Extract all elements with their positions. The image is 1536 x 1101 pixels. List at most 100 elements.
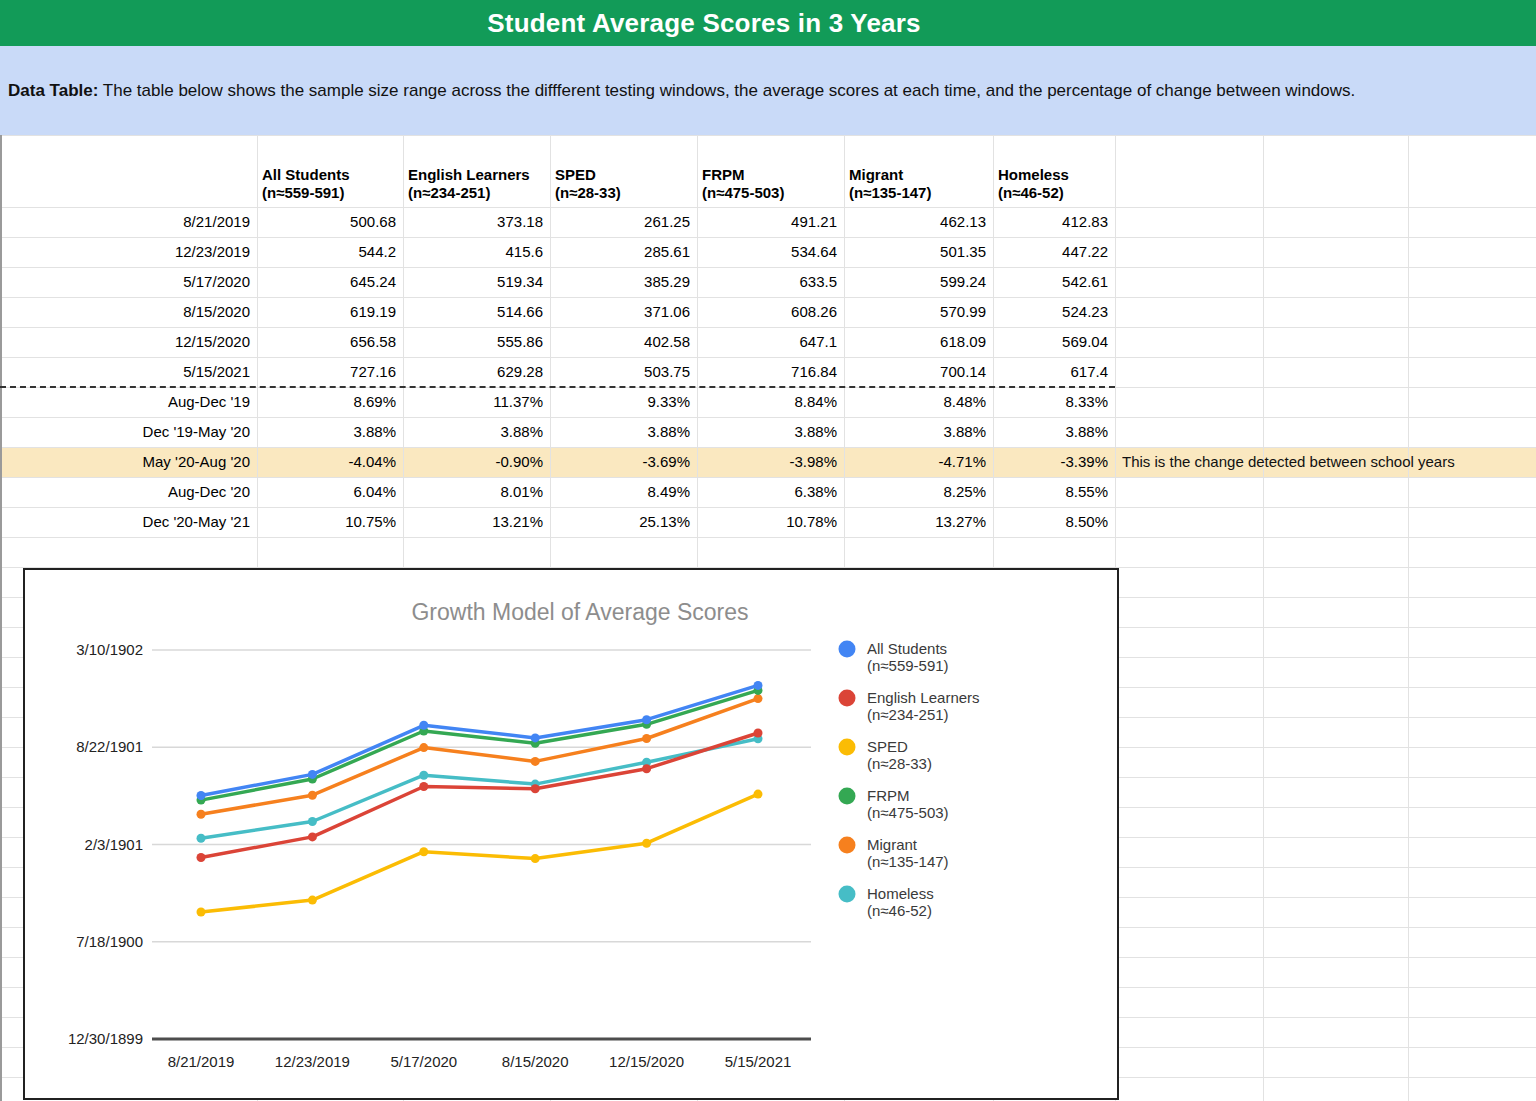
- table-cell[interactable]: 385.29: [550, 267, 697, 297]
- table-cell[interactable]: -3.69%: [550, 447, 697, 477]
- table-cell[interactable]: 519.34: [403, 267, 550, 297]
- data-point: [197, 853, 206, 862]
- table-cell[interactable]: 285.61: [550, 237, 697, 267]
- table-cell[interactable]: 8.69%: [257, 387, 403, 417]
- column-header-english-learners[interactable]: English Learners(n≈234-251): [403, 135, 550, 207]
- legend-swatch-migrant: [839, 837, 856, 854]
- table-cell[interactable]: 544.2: [257, 237, 403, 267]
- table-cell[interactable]: 412.83: [993, 207, 1115, 237]
- table-cell[interactable]: 8.84%: [697, 387, 844, 417]
- row-label[interactable]: 12/23/2019: [0, 237, 257, 267]
- legend-swatch-all-students: [839, 641, 856, 658]
- table-cell[interactable]: 8.01%: [403, 477, 550, 507]
- data-point: [754, 694, 763, 703]
- table-cell[interactable]: 9.33%: [550, 387, 697, 417]
- table-cell[interactable]: 619.19: [257, 297, 403, 327]
- x-axis-tick-label: 12/15/2020: [609, 1053, 684, 1070]
- row-label[interactable]: Dec '19-May '20: [0, 417, 257, 447]
- table-cell[interactable]: 700.14: [844, 357, 993, 387]
- table-cell[interactable]: 656.58: [257, 327, 403, 357]
- table-cell[interactable]: 415.6: [403, 237, 550, 267]
- table-cell[interactable]: -0.90%: [403, 447, 550, 477]
- table-cell[interactable]: 462.13: [844, 207, 993, 237]
- table-cell[interactable]: 25.13%: [550, 507, 697, 537]
- row-label[interactable]: 8/15/2020: [0, 297, 257, 327]
- table-cell[interactable]: 570.99: [844, 297, 993, 327]
- table-cell[interactable]: 534.64: [697, 237, 844, 267]
- table-cell[interactable]: 6.04%: [257, 477, 403, 507]
- table-cell[interactable]: 618.09: [844, 327, 993, 357]
- table-cell[interactable]: 633.5: [697, 267, 844, 297]
- table-cell[interactable]: 13.27%: [844, 507, 993, 537]
- row-label[interactable]: 5/15/2021: [0, 357, 257, 387]
- table-cell[interactable]: 6.38%: [697, 477, 844, 507]
- table-cell[interactable]: 371.06: [550, 297, 697, 327]
- table-cell[interactable]: 716.84: [697, 357, 844, 387]
- table-cell[interactable]: 569.04: [993, 327, 1115, 357]
- legend-label: FRPM: [867, 787, 910, 804]
- sheet-title-bar[interactable]: Student Average Scores in 3 Years: [0, 0, 1536, 46]
- table-cell[interactable]: 373.18: [403, 207, 550, 237]
- row-label[interactable]: 5/17/2020: [0, 267, 257, 297]
- table-cell[interactable]: 8.25%: [844, 477, 993, 507]
- description-banner[interactable]: Data Table: The table below shows the sa…: [0, 46, 1536, 135]
- table-cell[interactable]: 629.28: [403, 357, 550, 387]
- highlight-note[interactable]: This is the change detected between scho…: [1122, 447, 1536, 477]
- table-cell[interactable]: 3.88%: [550, 417, 697, 447]
- table-cell[interactable]: 3.88%: [257, 417, 403, 447]
- table-cell[interactable]: 8.48%: [844, 387, 993, 417]
- sheet-title-container: Student Average Scores in 3 Years: [0, 0, 1408, 46]
- table-cell[interactable]: -3.39%: [993, 447, 1115, 477]
- column-header-all-students[interactable]: All Students(n≈559-591): [257, 135, 403, 207]
- table-cell[interactable]: 500.68: [257, 207, 403, 237]
- table-cell[interactable]: -4.04%: [257, 447, 403, 477]
- table-cell[interactable]: 524.23: [993, 297, 1115, 327]
- table-cell[interactable]: -3.98%: [697, 447, 844, 477]
- table-cell[interactable]: 11.37%: [403, 387, 550, 417]
- table-cell[interactable]: 3.88%: [844, 417, 993, 447]
- table-cell[interactable]: 3.88%: [993, 417, 1115, 447]
- table-cell[interactable]: 3.88%: [403, 417, 550, 447]
- column-header-migrant[interactable]: Migrant(n≈135-147): [844, 135, 993, 207]
- table-cell[interactable]: 10.75%: [257, 507, 403, 537]
- column-header-homeless[interactable]: Homeless(n≈46-52): [993, 135, 1115, 207]
- table-cell[interactable]: -4.71%: [844, 447, 993, 477]
- row-label[interactable]: May '20-Aug '20: [0, 447, 257, 477]
- column-header-nrange: (n≈475-503): [702, 184, 844, 202]
- column-header-frpm[interactable]: FRPM(n≈475-503): [697, 135, 844, 207]
- table-cell[interactable]: 8.49%: [550, 477, 697, 507]
- table-cell[interactable]: 599.24: [844, 267, 993, 297]
- row-label[interactable]: 12/15/2020: [0, 327, 257, 357]
- row-label[interactable]: Dec '20-May '21: [0, 507, 257, 537]
- table-cell[interactable]: 608.26: [697, 297, 844, 327]
- table-cell[interactable]: 514.66: [403, 297, 550, 327]
- table-cell[interactable]: 647.1: [697, 327, 844, 357]
- legend-nrange: (n≈135-147): [867, 853, 949, 870]
- data-point: [197, 810, 206, 819]
- table-cell[interactable]: 727.16: [257, 357, 403, 387]
- table-cell[interactable]: 402.58: [550, 327, 697, 357]
- table-cell[interactable]: 13.21%: [403, 507, 550, 537]
- row-label[interactable]: Aug-Dec '20: [0, 477, 257, 507]
- table-cell[interactable]: 491.21: [697, 207, 844, 237]
- table-cell[interactable]: 542.61: [993, 267, 1115, 297]
- column-header-name: Homeless: [998, 166, 1115, 184]
- table-cell[interactable]: 501.35: [844, 237, 993, 267]
- table-cell[interactable]: 617.4: [993, 357, 1115, 387]
- data-point: [419, 771, 428, 780]
- data-point: [642, 839, 651, 848]
- table-cell[interactable]: 261.25: [550, 207, 697, 237]
- column-header-sped[interactable]: SPED(n≈28-33): [550, 135, 697, 207]
- row-label[interactable]: Aug-Dec '19: [0, 387, 257, 417]
- table-cell[interactable]: 645.24: [257, 267, 403, 297]
- table-cell[interactable]: 503.75: [550, 357, 697, 387]
- growth-chart[interactable]: 12/30/18997/18/19002/3/19018/22/19013/10…: [23, 568, 1119, 1100]
- table-cell[interactable]: 555.86: [403, 327, 550, 357]
- table-cell[interactable]: 8.55%: [993, 477, 1115, 507]
- table-cell[interactable]: 8.50%: [993, 507, 1115, 537]
- table-cell[interactable]: 10.78%: [697, 507, 844, 537]
- table-cell[interactable]: 3.88%: [697, 417, 844, 447]
- row-label[interactable]: 8/21/2019: [0, 207, 257, 237]
- table-cell[interactable]: 8.33%: [993, 387, 1115, 417]
- table-cell[interactable]: 447.22: [993, 237, 1115, 267]
